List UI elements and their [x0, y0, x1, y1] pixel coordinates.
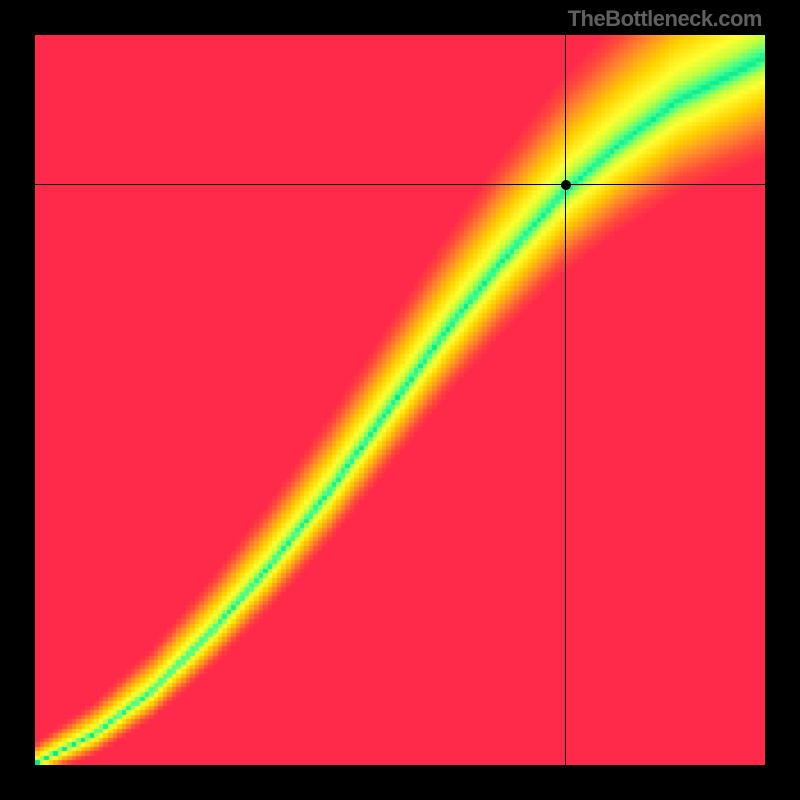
watermark-text: TheBottleneck.com: [568, 6, 762, 32]
heatmap-canvas: [35, 35, 765, 765]
crosshair-horizontal: [0, 184, 800, 185]
crosshair-marker: [561, 180, 571, 190]
plot-area: [35, 35, 765, 765]
chart-container: TheBottleneck.com: [0, 0, 800, 800]
crosshair-vertical: [565, 0, 566, 800]
